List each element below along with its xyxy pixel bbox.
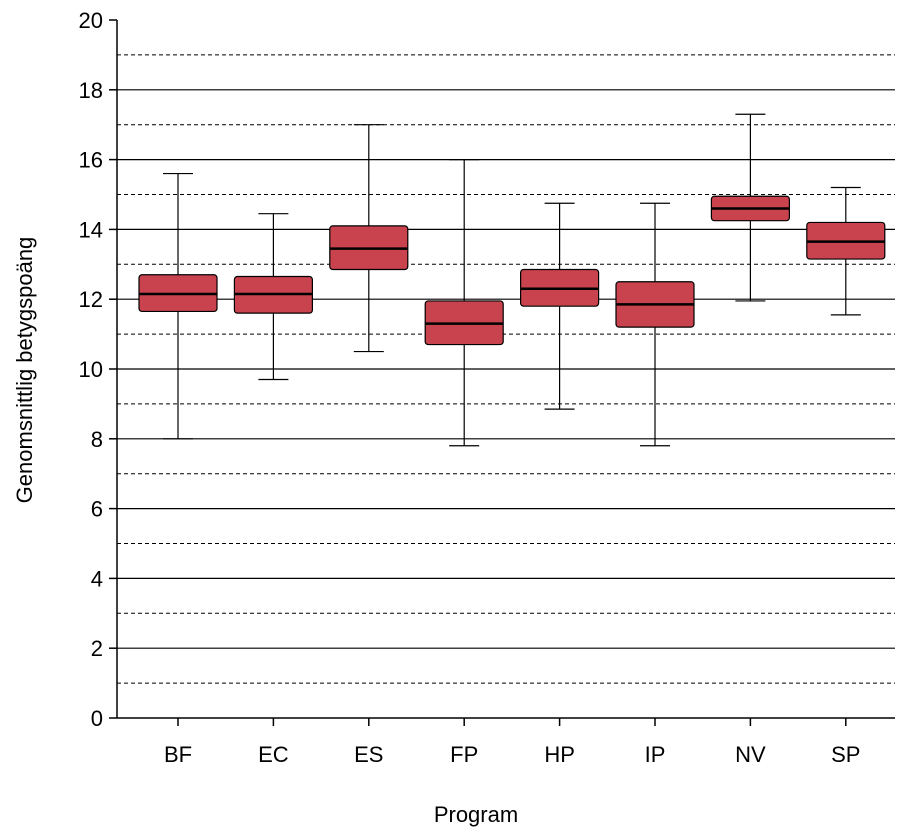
box-sp [806,186,886,316]
grid [117,54,895,684]
x-tick-label: ES [354,742,383,767]
boxes [138,113,886,447]
y-tick-label: 8 [91,427,103,452]
y-tick-label: 0 [91,706,103,731]
box-bf [138,172,218,440]
labels: 0 2 4 6 8 10 12 14 16 18 20 BF EC ES FP HP IP NV SP [79,8,861,767]
y-tick-label: 12 [79,287,103,312]
box-fp [424,159,504,447]
y-tick-label: 16 [79,148,103,173]
x-tick-label: NV [735,742,766,767]
x-axis-title: Program [434,802,518,827]
y-tick-label: 6 [91,497,103,522]
x-tick-label: HP [544,742,575,767]
x-tick-label: BF [164,742,192,767]
y-axis-title: Genomsnittlig betygspoäng [12,237,37,504]
y-tick-label: 2 [91,636,103,661]
y-tick-label: 18 [79,78,103,103]
box-hp [519,202,600,410]
y-tick-label: 10 [79,357,103,382]
x-tick-label: EC [258,742,289,767]
y-tick-label: 14 [79,217,103,242]
box-es [329,124,409,353]
box-ip [615,202,695,447]
x-tick-label: FP [450,742,478,767]
x-tick-label: IP [645,742,666,767]
box-nv [710,113,791,302]
y-tick-label: 20 [79,8,103,33]
x-tick-label: SP [831,742,860,767]
axes [109,19,895,726]
y-tick-label: 4 [91,566,103,591]
box-ec [233,213,313,381]
